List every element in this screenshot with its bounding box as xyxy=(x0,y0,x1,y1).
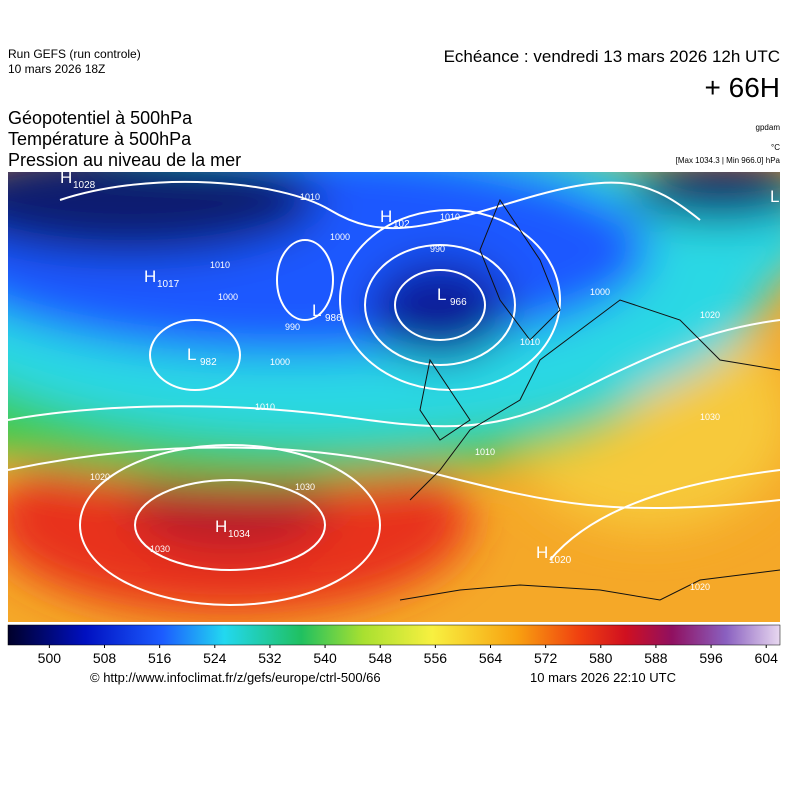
center-type: H xyxy=(144,267,156,286)
center-type: H xyxy=(536,543,548,562)
isobar-label: 1020 xyxy=(700,310,720,320)
isobar-label: 1010 xyxy=(210,260,230,270)
path xyxy=(8,319,780,428)
isobar-label: 1030 xyxy=(150,544,170,554)
center-value: 1017 xyxy=(157,279,180,290)
isobar-label: 1010 xyxy=(475,447,495,457)
ellipse xyxy=(394,269,486,341)
isobar-label: 1010 xyxy=(300,192,320,202)
colorbar-tick-label: 500 xyxy=(38,650,62,666)
isobar-labels: 1010 1000 1010 1000 990 1010 1000 1010 1020 1030 1… xyxy=(90,192,720,592)
path xyxy=(549,469,780,561)
ellipse xyxy=(130,460,330,550)
colorbar-tick-label: 596 xyxy=(699,650,723,666)
center-value: 986 xyxy=(325,313,342,324)
colorbar-tick-label: 588 xyxy=(644,650,668,666)
isobar-label: 990 xyxy=(285,322,300,332)
header: Run GEFS (run controle) 10 mars 2026 18Z… xyxy=(8,47,781,170)
isobar-label: 1030 xyxy=(700,412,720,422)
center-type: H xyxy=(215,517,227,536)
colorbar-tick-label: 548 xyxy=(369,650,393,666)
center-type: H xyxy=(380,207,392,226)
map xyxy=(8,172,780,622)
ellipse xyxy=(79,444,381,606)
echeance: Echéance : vendredi 13 mars 2026 12h UTC xyxy=(444,47,780,66)
isobar-label: 1000 xyxy=(590,287,610,297)
center-type: L xyxy=(187,345,196,364)
ellipse xyxy=(630,172,780,220)
path xyxy=(399,569,780,601)
center-value: 1020 xyxy=(549,555,572,566)
center-type: H xyxy=(60,168,72,187)
colorbar-tick-label: 604 xyxy=(755,650,779,666)
center-type: L xyxy=(437,285,446,304)
colorbar-tick-label: 532 xyxy=(258,650,282,666)
run: Run GEFS (run controle) xyxy=(8,47,141,61)
path xyxy=(479,198,561,341)
unit: gpdam xyxy=(756,123,781,132)
colorbar-tick-label: 540 xyxy=(313,650,337,666)
ellipse xyxy=(149,319,241,391)
center-value: 1034 xyxy=(228,529,251,540)
title: Pression au niveau de la mer xyxy=(8,150,241,170)
coastlines xyxy=(399,198,780,601)
title: Géopotentiel à 500hPa xyxy=(8,108,193,128)
isobar-label: 1020 xyxy=(90,472,110,482)
footer-date: 10 mars 2026 22:10 UTC xyxy=(530,670,676,685)
colorbar-tick-label: 572 xyxy=(534,650,558,666)
path xyxy=(419,358,471,441)
ellipse xyxy=(370,260,510,360)
colorbar-tick-label: 516 xyxy=(148,650,172,666)
lead-time: + 66H xyxy=(705,72,781,103)
colorbar-tick-label: 556 xyxy=(424,650,448,666)
colorbar-ticks: 500 508 516 524 532 540 548 556 564 572 580 588 596 6… xyxy=(38,645,778,666)
fields xyxy=(8,172,780,615)
unit: °C xyxy=(771,143,780,152)
isobar-label: 1000 xyxy=(330,232,350,242)
path xyxy=(59,180,701,230)
center-value: 982 xyxy=(200,357,217,368)
center-value: 966 xyxy=(450,297,467,308)
path xyxy=(409,299,780,501)
isobar-label: 1010 xyxy=(440,212,460,222)
ellipse xyxy=(134,479,326,571)
colorbar-tick-label: 564 xyxy=(479,650,503,666)
isobar-label: 1030 xyxy=(295,482,315,492)
unit: [Max 1034.3 | Min 966.0] hPa xyxy=(676,156,781,165)
center-type: L xyxy=(312,301,321,320)
title: Température à 500hPa xyxy=(8,129,192,149)
colorbar-tick-label: 508 xyxy=(93,650,117,666)
path xyxy=(8,446,780,510)
isobar-label: 1000 xyxy=(270,357,290,367)
isobar-label: 990 xyxy=(430,244,445,254)
colorbar xyxy=(7,624,781,646)
isobar-label: 1010 xyxy=(255,402,275,412)
isobar-label: 1010 xyxy=(520,337,540,347)
center-value: 102 xyxy=(393,219,410,230)
colorbar-tick-label: 524 xyxy=(203,650,227,666)
ellipse xyxy=(276,239,334,321)
isobar-label: 1000 xyxy=(218,292,238,302)
ellipse xyxy=(364,244,516,366)
center-value: 1028 xyxy=(73,180,96,191)
colorbar-tick-label: 580 xyxy=(589,650,613,666)
center-type: L xyxy=(770,187,779,206)
isobars xyxy=(8,180,780,606)
run-date: 10 mars 2026 18Z xyxy=(8,62,105,76)
footer-source: © http://www.infoclimat.fr/z/gefs/europe… xyxy=(90,670,381,685)
isobar-label: 1020 xyxy=(690,582,710,592)
